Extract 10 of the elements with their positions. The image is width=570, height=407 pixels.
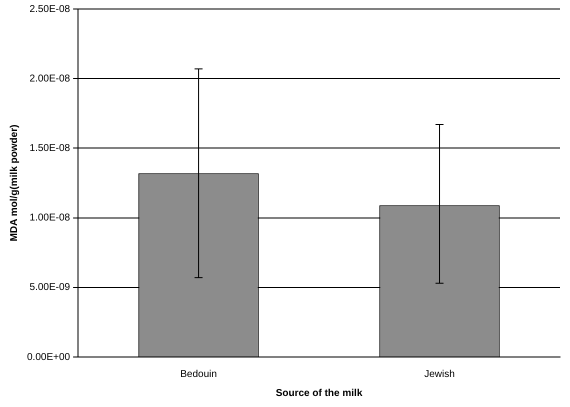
y-tick-label: 5.00E-09 xyxy=(30,282,71,294)
y-tick-label: 1.00E-08 xyxy=(30,212,71,224)
y-tick-label: 0.00E+00 xyxy=(26,352,71,363)
y-tick-label: 1.50E-08 xyxy=(30,142,71,154)
x-tick-label: Jewish xyxy=(424,368,455,380)
y-axis-title: MDA mol/g(milk powder) xyxy=(8,124,20,242)
y-tick-label: 2.50E-08 xyxy=(30,4,71,15)
x-axis-title: Source of the milk xyxy=(276,388,363,399)
x-tick-label: Bedouin xyxy=(180,368,217,380)
y-tick-label: 2.00E-08 xyxy=(30,73,71,84)
